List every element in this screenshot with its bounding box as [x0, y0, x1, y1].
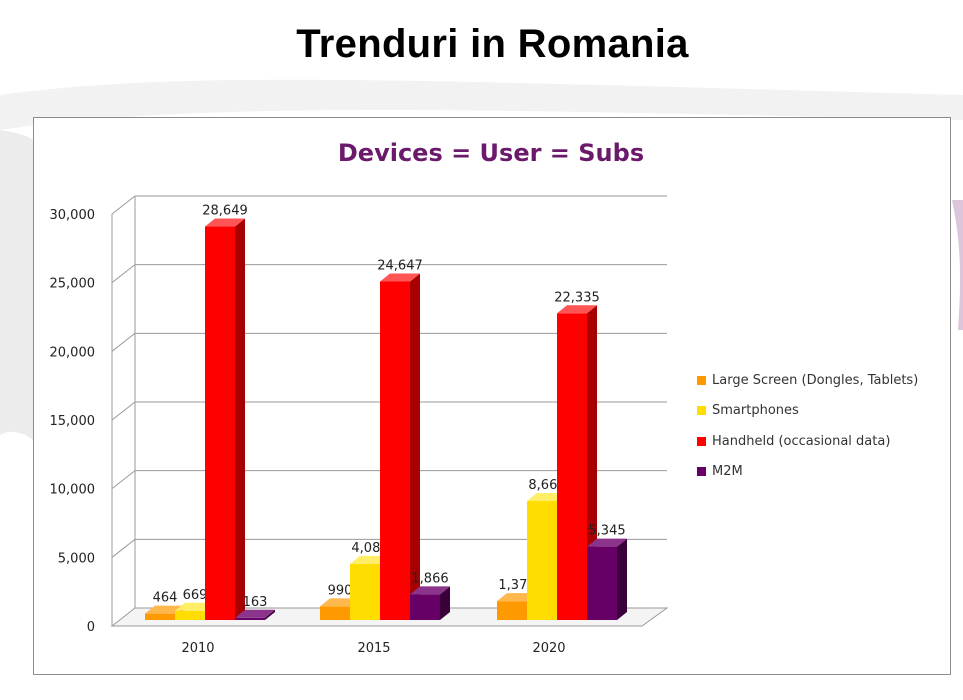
bar-front — [145, 613, 175, 620]
data-label: 4,089 — [351, 541, 388, 556]
legend-swatch — [697, 467, 706, 477]
bar-top — [410, 586, 450, 595]
data-label: 1,371 — [498, 578, 535, 593]
bar-front — [320, 606, 350, 620]
gridline-side — [111, 401, 136, 421]
legend-label: M2M — [712, 464, 743, 480]
y-tick-label: 5,000 — [58, 551, 95, 566]
legend-item: Smartphones — [697, 396, 918, 427]
legend-swatch — [697, 375, 706, 385]
bar-top — [587, 538, 627, 547]
y-tick-label: 30,000 — [50, 208, 96, 223]
data-label: 5,345 — [588, 524, 625, 539]
legend-label: Large Screen (Dongles, Tablets) — [712, 372, 919, 388]
bar-front — [587, 546, 617, 620]
bar-side — [235, 218, 245, 620]
bar-front — [557, 313, 587, 620]
x-tick-label: 2015 — [357, 641, 390, 656]
gridline-side — [111, 264, 136, 284]
x-tick-label: 2020 — [532, 641, 565, 656]
bar-front — [410, 594, 440, 620]
slide-title: Trenduri in Romania — [296, 22, 689, 66]
data-label: 8,662 — [528, 478, 565, 493]
gridline-side — [111, 470, 136, 490]
data-label: 990 — [328, 583, 353, 598]
y-tick-label: 15,000 — [50, 414, 96, 429]
legend-label: Handheld (occasional data) — [712, 433, 891, 449]
data-label: 24,647 — [377, 258, 423, 273]
legend-label: Smartphones — [712, 403, 799, 419]
gridline-side — [111, 538, 136, 558]
bar-side — [410, 273, 420, 620]
bar-side — [265, 609, 275, 620]
bar-top — [235, 609, 275, 618]
y-tick-label: 10,000 — [50, 483, 96, 498]
gridline-side — [111, 195, 136, 215]
bar-side — [617, 538, 627, 620]
legend-item: Handheld (occasional data) — [697, 426, 918, 457]
legend-swatch — [697, 406, 706, 416]
chart-frame — [33, 117, 951, 675]
bar-front — [350, 563, 380, 620]
legend-item: Large Screen (Dongles, Tablets) — [697, 365, 918, 396]
bar-top — [557, 305, 597, 314]
gridline-side — [111, 332, 136, 352]
bar-front — [380, 281, 410, 620]
data-label: 163 — [243, 595, 268, 610]
bar-front — [527, 501, 557, 620]
chart-title: Devices = User = Subs — [338, 139, 644, 167]
data-label: 464 — [153, 591, 178, 606]
bar-top — [205, 218, 245, 227]
y-tick-label: 0 — [87, 620, 95, 635]
x-tick-label: 2010 — [181, 641, 214, 656]
bar-side — [440, 586, 450, 620]
data-label: 22,335 — [554, 290, 600, 305]
legend-swatch — [697, 436, 706, 446]
y-tick-label: 25,000 — [50, 277, 96, 292]
bar-front — [175, 610, 205, 620]
y-tick-label: 20,000 — [50, 345, 96, 360]
bar-front — [235, 617, 265, 620]
legend-item: M2M — [697, 457, 918, 488]
data-label: 28,649 — [202, 204, 248, 219]
bar-front — [205, 226, 235, 620]
data-label: 669 — [183, 588, 208, 603]
chart-legend: Large Screen (Dongles, Tablets) Smartphon… — [697, 365, 918, 487]
bar-front — [497, 601, 527, 620]
bar-top — [380, 273, 420, 282]
data-label: 1,866 — [411, 571, 448, 586]
